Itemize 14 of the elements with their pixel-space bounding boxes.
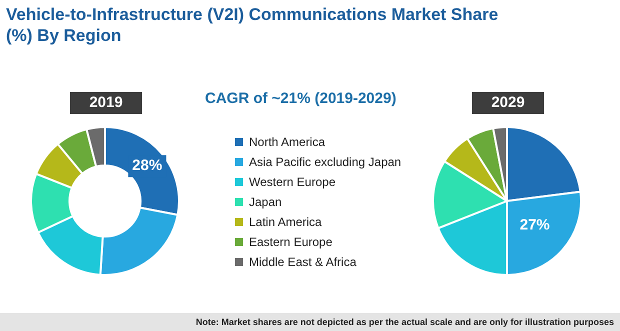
chart-subtitle: CAGR of ~21% (2019-2029) [205,90,398,107]
data-label: 28% [132,157,162,174]
slice-label: 2029 [472,92,544,114]
legend-label: Eastern Europe [249,235,332,249]
legend-label: Japan [249,195,282,209]
text: Note: Market shares are not depicted as per the actual scale and are only for illustration purposes [0,313,620,331]
legend-label: Latin America [249,215,322,229]
legend-label: Asia Pacific excluding Japan [249,155,402,169]
slice-label: 2019 [70,92,142,114]
chart-title: Vehicle-to-Infrastructure (V2I) Communications Market Share (%) By Region [6,4,500,46]
legend-label: Middle East & Africa [249,255,356,269]
data-label: 27% [520,216,550,234]
legend-label: North America [249,135,326,149]
legend-label: Western Europe [249,175,336,189]
